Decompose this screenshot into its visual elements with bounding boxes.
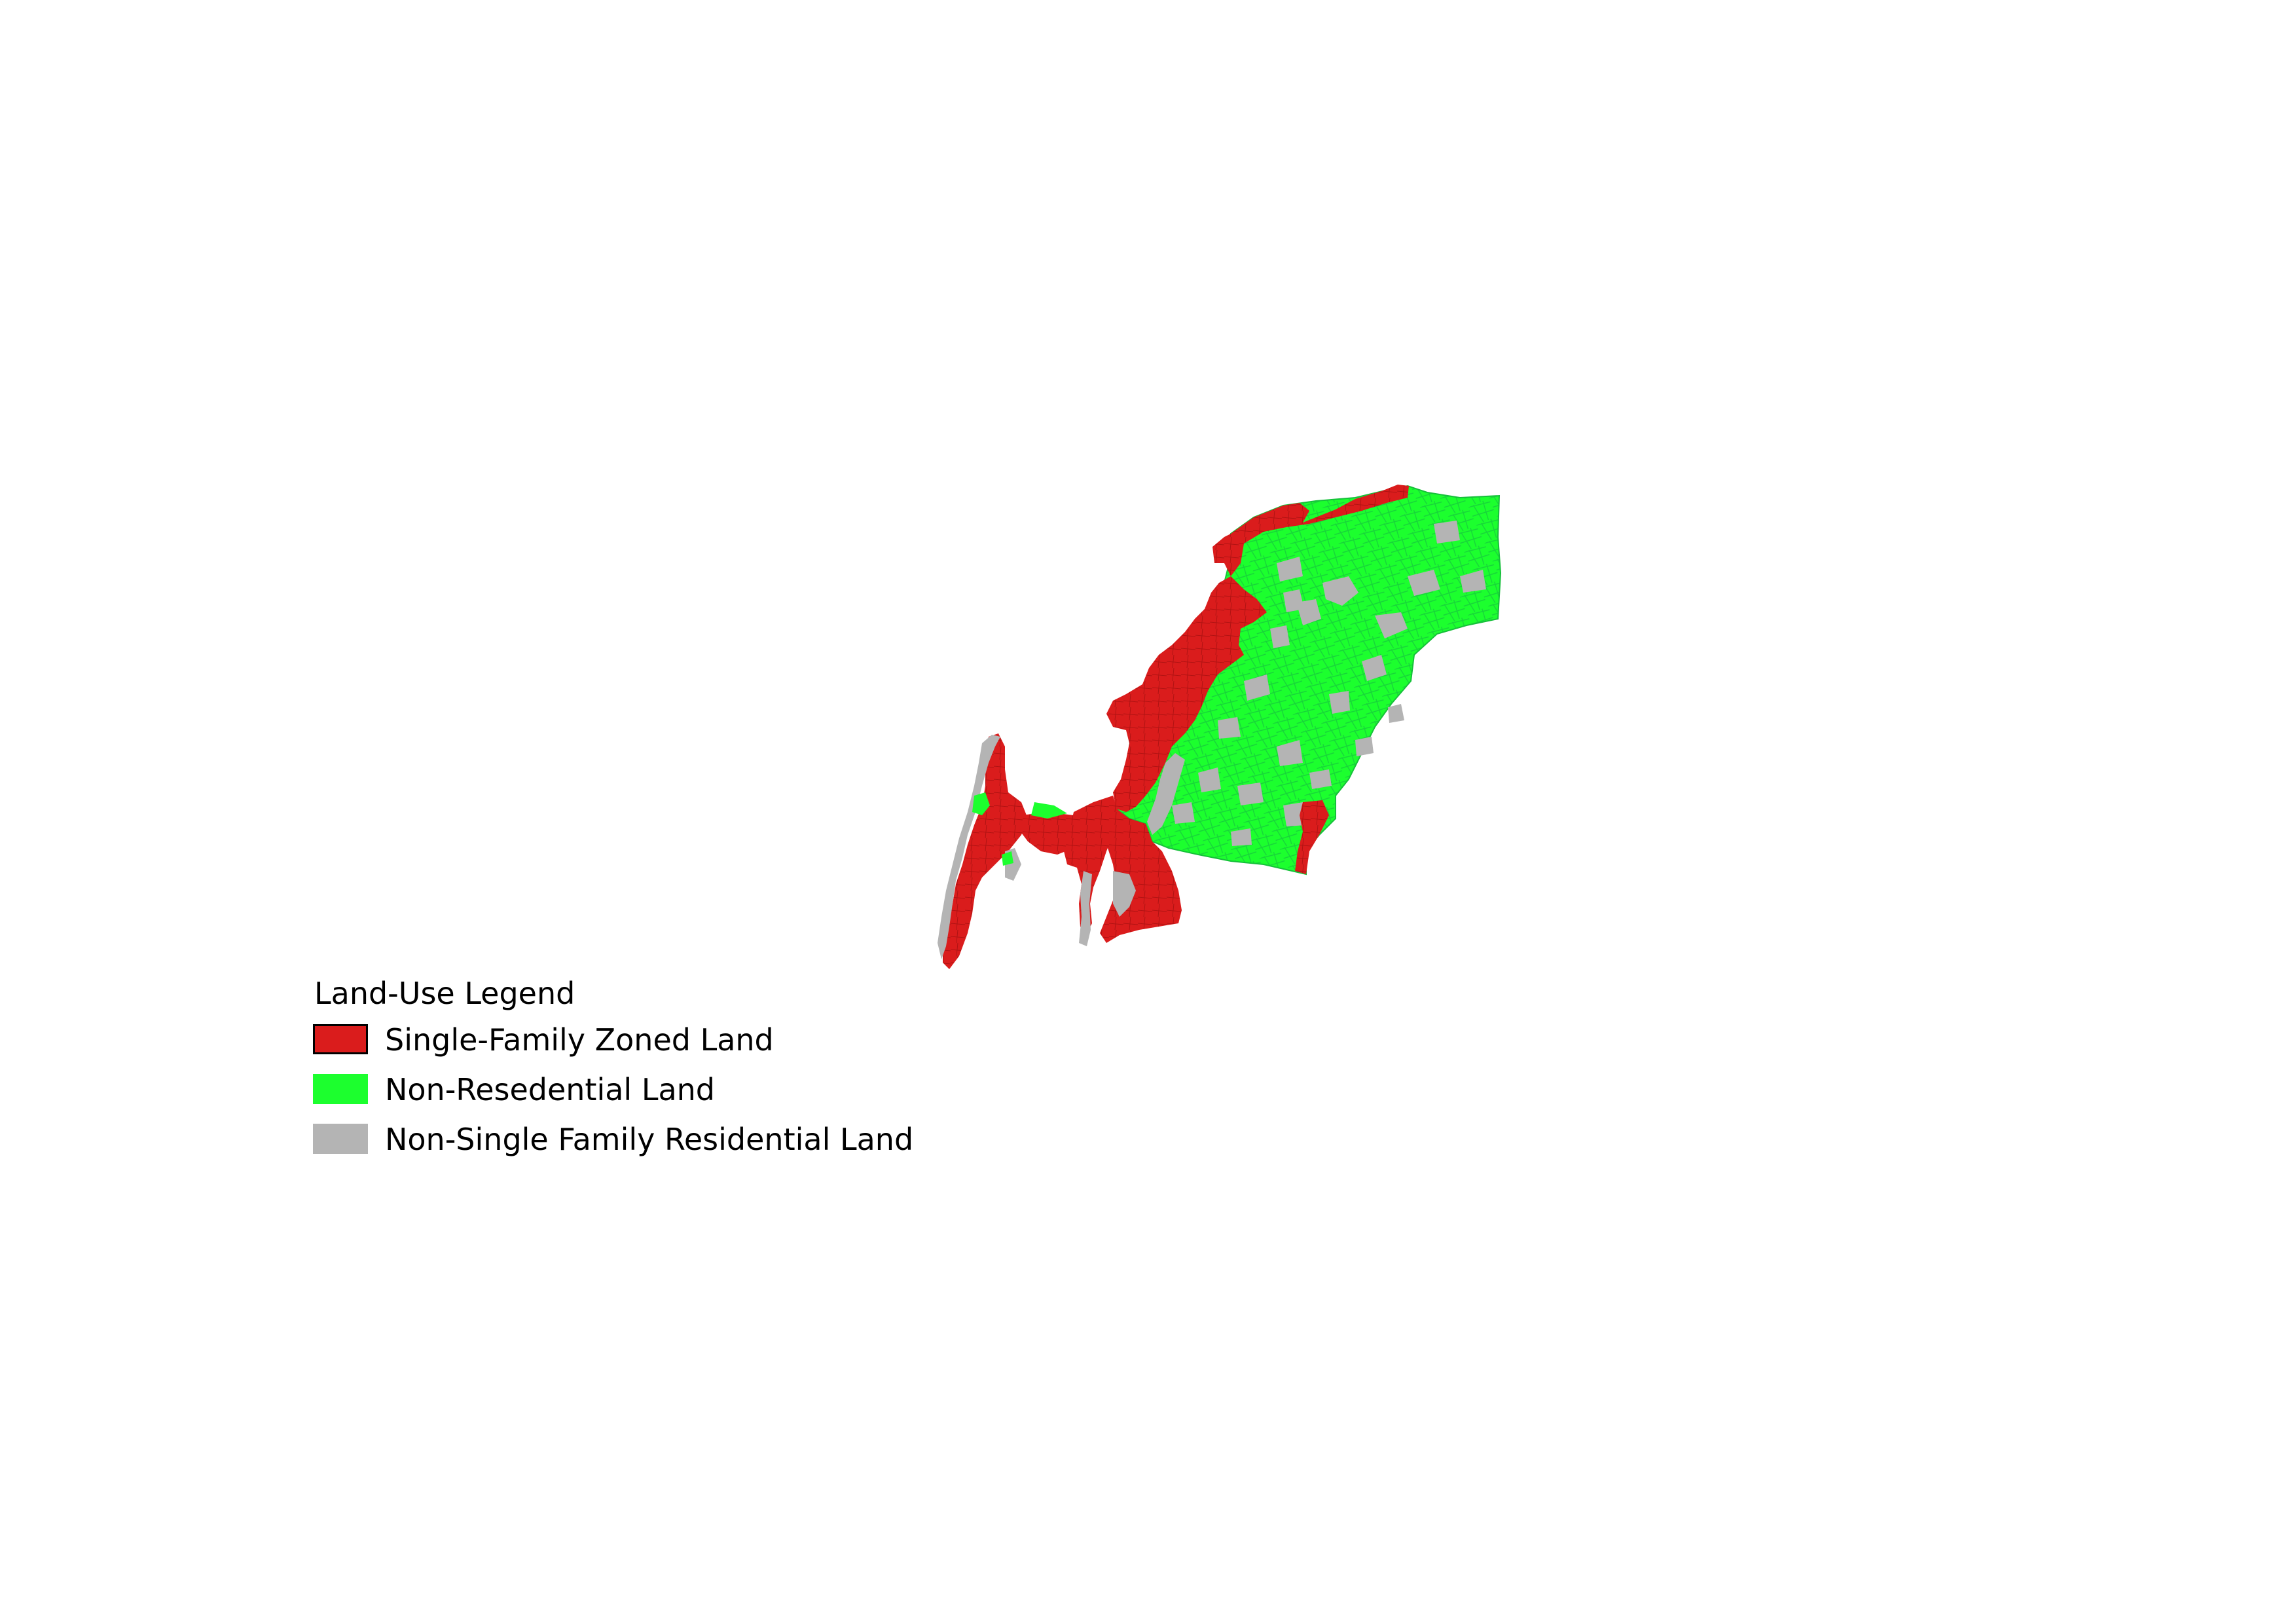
single-family-region-north <box>1212 485 1409 576</box>
non-residential-hook <box>972 792 990 815</box>
non-single-family-swatch <box>313 1124 368 1154</box>
non-residential-swatch <box>313 1074 368 1104</box>
legend-item-single-family: Single-Family Zoned Land <box>313 1022 968 1058</box>
non-single-family-south <box>1113 871 1136 917</box>
non-single-family-middle <box>1079 871 1092 946</box>
non-single-family-patches <box>1172 521 1486 846</box>
non-residential-band <box>1031 802 1067 819</box>
non-single-family-hook <box>938 735 1000 959</box>
map-legend: Land-Use Legend Single-Family Zoned Land… <box>313 968 968 1164</box>
legend-item-non-residential: Non-Resedential Land <box>313 1071 968 1108</box>
single-family-swatch <box>313 1024 368 1054</box>
legend-label-non-single-family: Non-Single Family Residential Land <box>385 1122 914 1157</box>
non-single-family-strip <box>1147 753 1185 835</box>
single-family-region-hook <box>943 733 1028 969</box>
legend-item-non-single-family: Non-Single Family Residential Land <box>313 1121 968 1158</box>
legend-title: Land-Use Legend <box>314 976 575 1011</box>
single-family-region-west <box>1106 576 1267 812</box>
legend-label-non-residential: Non-Resedential Land <box>385 1072 716 1107</box>
legend-label-single-family: Single-Family Zoned Land <box>385 1022 774 1058</box>
single-family-region-southeast <box>1295 800 1329 874</box>
non-residential-small <box>1002 851 1013 866</box>
non-single-family-north-tip <box>1283 589 1304 612</box>
single-family-band <box>1018 812 1080 855</box>
